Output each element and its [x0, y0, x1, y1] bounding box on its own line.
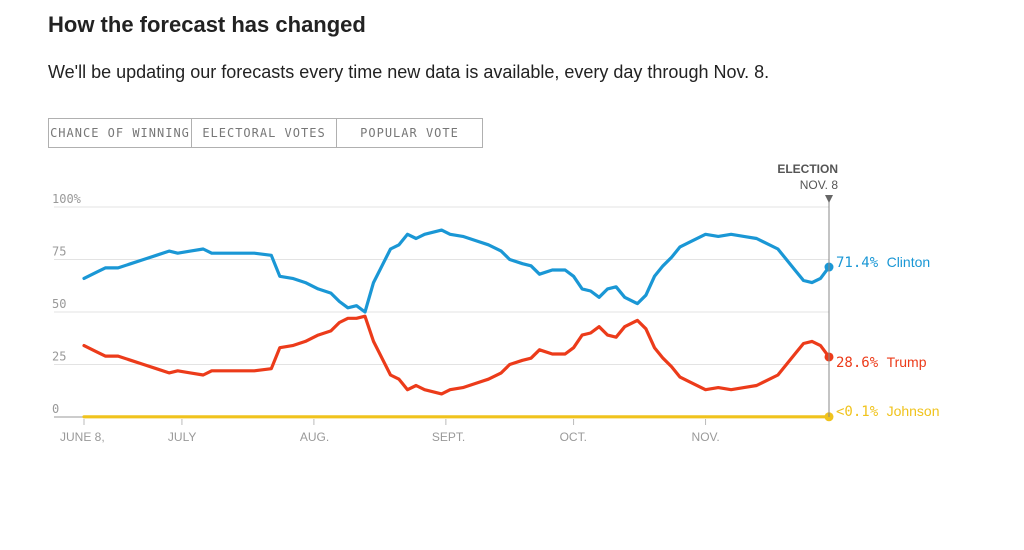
- end-label-trump: 28.6% Trump: [836, 354, 927, 371]
- x-tick-label: SEPT.: [432, 430, 465, 444]
- metric-tabs: CHANCE OF WINNING ELECTORAL VOTES POPULA…: [48, 118, 483, 148]
- end-label-clinton: 71.4% Clinton: [836, 254, 930, 271]
- y-axis-ticks: 100% 75 50 25 0: [52, 192, 82, 416]
- election-arrow-icon: [825, 195, 833, 203]
- x-axis-ticks: JUNE 8, JULY AUG. SEPT. OCT. NOV.: [60, 419, 720, 444]
- page-title: How the forecast has changed: [48, 12, 366, 37]
- x-tick-label: NOV.: [692, 430, 720, 444]
- x-tick-label: OCT.: [560, 430, 587, 444]
- end-label-value: 71.4%: [836, 255, 887, 271]
- end-label-name: Clinton: [887, 254, 931, 270]
- election-label: ELECTION: [777, 162, 838, 176]
- series-lines: [82, 228, 834, 422]
- y-tick-label: 25: [52, 350, 66, 364]
- end-label-name: Johnson: [887, 403, 940, 419]
- series-line-clinton: [82, 228, 831, 314]
- page-subtitle: We'll be updating our forecasts every ti…: [48, 62, 770, 82]
- y-tick-label: 50: [52, 297, 66, 311]
- end-label-value: 28.6%: [836, 355, 887, 371]
- tab-popular-vote[interactable]: POPULAR VOTE: [360, 126, 459, 140]
- y-tick-label: 0: [52, 402, 59, 416]
- end-labels: 71.4% Clinton 28.6% Trump <0.1% Johnson: [836, 254, 940, 420]
- tab-electoral-votes[interactable]: ELECTORAL VOTES: [192, 119, 337, 147]
- end-label-name: Trump: [887, 354, 927, 370]
- series-line-trump: [82, 314, 831, 396]
- x-tick-label: JULY: [168, 430, 196, 444]
- end-label-value: <0.1%: [836, 404, 887, 420]
- tab-chance-of-winning[interactable]: CHANCE OF WINNING: [49, 119, 192, 147]
- election-date: NOV. 8: [800, 178, 839, 192]
- end-label-johnson: <0.1% Johnson: [836, 403, 940, 420]
- y-tick-label: 75: [52, 245, 66, 259]
- x-tick-label: AUG.: [300, 430, 329, 444]
- x-tick-label: JUNE 8,: [60, 430, 105, 444]
- election-marker: ELECTION NOV. 8: [777, 162, 838, 417]
- chart-grid: [54, 206, 829, 418]
- y-tick-label: 100%: [52, 192, 82, 206]
